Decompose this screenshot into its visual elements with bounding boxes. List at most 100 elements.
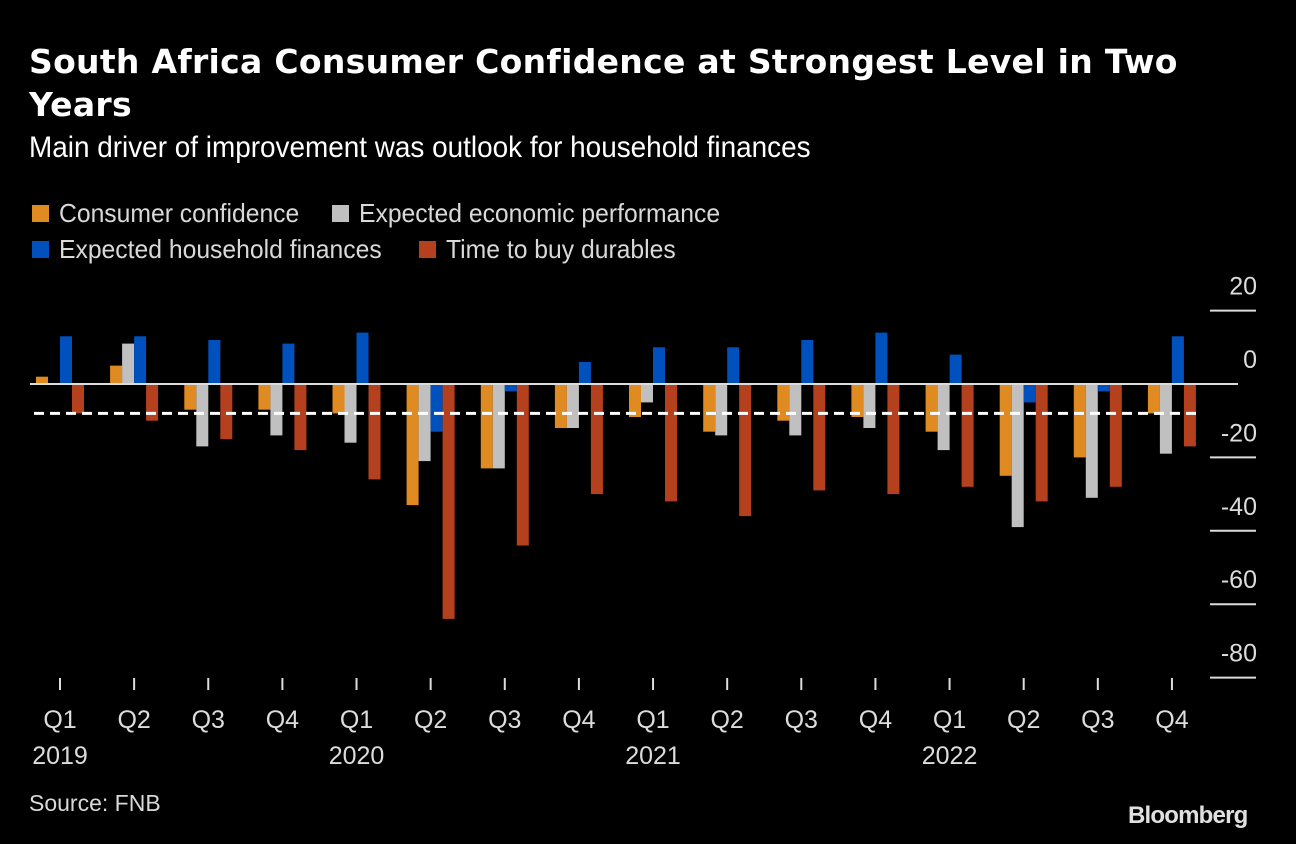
bar-consumer-confidence-q2-2021 (703, 384, 716, 432)
bar-time-to-buy-durables-q3-2022 (1109, 384, 1122, 487)
bar-time-to-buy-durables-q1-2020 (368, 384, 381, 480)
bar-expected-economic-performance-q1-2020 (344, 384, 357, 443)
bar-time-to-buy-durables-q2-2019 (146, 384, 159, 421)
bar-expected-household-finances-q4-2020 (578, 362, 591, 384)
bar-time-to-buy-durables-q2-2020 (442, 384, 455, 619)
bar-expected-household-finances-q1-2019 (60, 336, 72, 384)
bar-consumer-confidence-q3-2022 (1073, 384, 1086, 458)
chart-title: South Africa Consumer Confidence at Stro… (29, 42, 1178, 124)
x-tick-label: Q3 (192, 706, 225, 734)
legend-swatch (418, 240, 436, 258)
bloomberg-logo: Bloomberg (1128, 802, 1248, 829)
x-tick-label: Q3 (1081, 706, 1114, 734)
bar-time-to-buy-durables-q4-2020 (590, 384, 603, 495)
y-tick-label: -60 (1221, 566, 1257, 594)
bar-time-to-buy-durables-q3-2020 (516, 384, 529, 546)
legend-item-expected-economic-performance: Expected economic performance (331, 197, 739, 229)
x-tick-label: Q4 (859, 706, 892, 734)
bar-time-to-buy-durables-q1-2019 (72, 384, 84, 414)
legend-label: Expected household finances (59, 233, 382, 264)
bar-expected-household-finances-q2-2019 (134, 336, 147, 384)
legend-swatch (32, 240, 49, 258)
bar-expected-economic-performance-q4-2020 (566, 384, 579, 428)
x-year-label: 2021 (625, 742, 681, 770)
bar-expected-household-finances-q1-2022 (949, 354, 962, 384)
x-tick-label: Q3 (785, 706, 818, 734)
bar-time-to-buy-durables-q2-2022 (1035, 384, 1048, 502)
x-year-label: 2022 (922, 742, 978, 770)
bar-expected-economic-performance-q1-2022 (937, 384, 950, 451)
bar-consumer-confidence-q1-2020 (332, 384, 345, 414)
x-tick-label: Q1 (933, 706, 966, 734)
bar-expected-economic-performance-q4-2021 (863, 384, 876, 428)
bar-expected-economic-performance-q3-2021 (789, 384, 802, 436)
bar-expected-household-finances-q4-2019 (282, 343, 295, 384)
x-tick-label: Q1 (340, 706, 373, 734)
bar-consumer-confidence-q3-2019 (184, 384, 197, 410)
bar-consumer-confidence-q2-2019 (110, 365, 123, 384)
bar-expected-economic-performance-q2-2022 (1011, 384, 1024, 528)
bar-time-to-buy-durables-q1-2022 (961, 384, 974, 487)
bar-expected-economic-performance-q4-2019 (270, 384, 283, 436)
legend-item-time-to-buy-durables: Time to buy durables (418, 233, 688, 265)
bar-time-to-buy-durables-q2-2021 (739, 384, 752, 517)
x-tick-label: Q4 (562, 706, 595, 734)
y-tick-label: -80 (1221, 640, 1257, 668)
bar-expected-household-finances-q3-2021 (801, 340, 814, 384)
x-tick-label: Q2 (414, 706, 447, 734)
bar-consumer-confidence-q4-2019 (258, 384, 271, 410)
bar-consumer-confidence-q4-2021 (851, 384, 864, 417)
source-note: Source: FNB (29, 790, 161, 816)
bar-expected-economic-performance-q4-2022 (1159, 384, 1172, 454)
legend-label: Expected economic performance (358, 197, 721, 228)
bar-expected-household-finances-q2-2021 (727, 347, 740, 384)
legend-label: Time to buy durables (445, 233, 676, 264)
bar-time-to-buy-durables-q4-2019 (294, 384, 307, 451)
bar-expected-household-finances-q1-2020 (356, 332, 369, 384)
bar-consumer-confidence-q1-2021 (629, 384, 641, 417)
x-year-label: 2019 (32, 742, 88, 770)
x-tick-label: Q1 (43, 706, 76, 734)
bar-consumer-confidence-q2-2020 (406, 384, 419, 506)
bar-expected-household-finances-q3-2019 (208, 340, 221, 384)
bar-expected-economic-performance-q2-2019 (122, 343, 135, 384)
legend-label: Consumer confidence (59, 197, 300, 228)
bar-time-to-buy-durables-q3-2021 (813, 384, 826, 491)
bar-consumer-confidence-q4-2020 (554, 384, 567, 428)
x-tick-label: Q4 (266, 706, 299, 734)
x-tick-label: Q2 (117, 706, 150, 734)
x-tick-label: Q4 (1155, 706, 1188, 734)
bar-time-to-buy-durables-q4-2022 (1183, 384, 1196, 447)
x-tick-label: Q2 (1007, 706, 1040, 734)
bar-expected-economic-performance-q3-2020 (492, 384, 505, 469)
legend-item-consumer-confidence: Consumer confidence (32, 198, 312, 229)
bar-expected-household-finances-q1-2021 (653, 347, 665, 384)
bar-consumer-confidence-q3-2021 (777, 384, 790, 421)
y-tick-label: -40 (1221, 493, 1257, 521)
legend-swatch (331, 204, 349, 222)
bar-expected-household-finances-q4-2022 (1171, 336, 1184, 384)
bar-expected-household-finances-q3-2020 (504, 384, 517, 392)
bar-expected-economic-performance-q1-2021 (641, 384, 653, 403)
bar-time-to-buy-durables-q3-2019 (220, 384, 233, 440)
x-tick-label: Q1 (636, 706, 669, 734)
bar-consumer-confidence-q3-2020 (480, 384, 493, 469)
bar-consumer-confidence-q4-2022 (1147, 384, 1160, 414)
bar-expected-economic-performance-q2-2020 (418, 384, 431, 462)
y-tick-label: 20 (1229, 273, 1257, 301)
bar-expected-household-finances-q2-2020 (430, 384, 443, 432)
bar-expected-economic-performance-q2-2021 (715, 384, 728, 436)
legend-swatch (32, 204, 49, 222)
bar-consumer-confidence-q1-2019 (36, 376, 48, 384)
bar-time-to-buy-durables-q4-2021 (887, 384, 900, 495)
bar-expected-economic-performance-q3-2022 (1085, 384, 1098, 498)
bar-expected-household-finances-q3-2022 (1097, 384, 1110, 392)
bar-expected-household-finances-q2-2022 (1023, 384, 1036, 403)
bar-time-to-buy-durables-q1-2021 (665, 384, 677, 502)
legend-item-expected-household-finances: Expected household finances (32, 234, 399, 265)
bar-expected-economic-performance-q3-2019 (196, 384, 209, 447)
bar-expected-household-finances-q4-2021 (875, 332, 888, 384)
y-tick-label: -20 (1221, 419, 1257, 447)
bar-consumer-confidence-q1-2022 (925, 384, 938, 432)
x-tick-label: Q2 (710, 706, 743, 734)
